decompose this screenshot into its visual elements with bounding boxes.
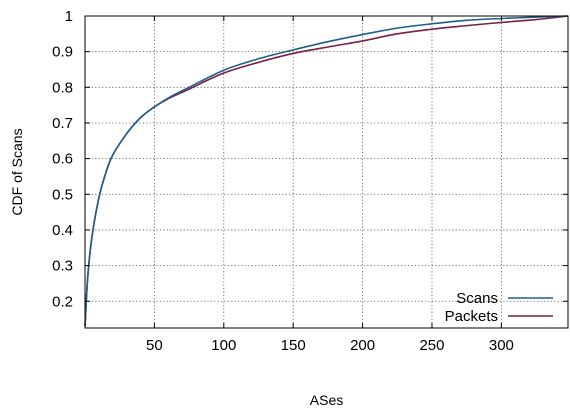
- y-tick-label: 0.9: [52, 44, 73, 61]
- x-tick-label: 50: [146, 337, 163, 354]
- y-tick-label: 0.6: [52, 151, 73, 168]
- x-tick-label: 250: [419, 337, 444, 354]
- series-layer: [84, 15, 569, 327]
- x-tick-label: 300: [489, 337, 514, 354]
- y-tick-label: 0.7: [52, 115, 73, 132]
- y-tick-label: 0.2: [52, 293, 73, 310]
- y-axis-label: CDF of Scans: [9, 128, 25, 215]
- series-line-scans: [84, 15, 569, 327]
- grid: [85, 16, 568, 328]
- plot-frame: [84, 15, 569, 329]
- x-tick-label: 100: [211, 337, 236, 354]
- legend-label-scans: Scans: [456, 290, 498, 307]
- y-tick-label: 0.5: [52, 186, 73, 203]
- x-axis-label: ASes: [310, 392, 343, 408]
- y-tick-label: 0.4: [52, 222, 73, 239]
- x-tick-label: 200: [350, 337, 375, 354]
- y-tick-label: 0.3: [52, 258, 73, 275]
- y-tick-label: 0.8: [52, 79, 73, 96]
- y-tick-label: 1: [65, 8, 73, 25]
- ticks: 50 100 150 200 250 300 0.2 0.3 0.4 0.5 0.6 0.7 0.8 0.…: [52, 8, 568, 354]
- series-line-packets: [84, 15, 569, 327]
- x-tick-label: 150: [281, 337, 306, 354]
- legend-label-packets: Packets: [445, 308, 498, 325]
